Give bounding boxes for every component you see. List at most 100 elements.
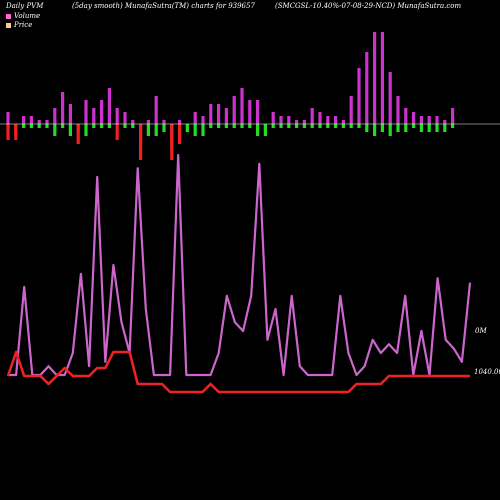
pvm-bar	[419, 116, 423, 124]
pvm-negative-bar	[373, 124, 377, 136]
pvm-negative-bar	[404, 124, 408, 132]
volume-side-label: 0M	[475, 327, 487, 335]
pvm-negative-bar	[37, 124, 41, 128]
volume-legend-label: Volume	[14, 12, 41, 20]
lines-layer	[6, 153, 472, 394]
pvm-negative-bar	[209, 124, 213, 128]
price-legend-swatch	[6, 22, 11, 28]
pvm-negative-bar	[443, 124, 447, 132]
pvm-bar	[37, 120, 41, 124]
pvm-negative-bar	[349, 124, 353, 128]
pvm-negative-bar	[45, 124, 49, 128]
pvm-negative-bar	[326, 124, 330, 128]
pvm-bar	[100, 100, 104, 124]
pvm-bar	[349, 96, 353, 124]
pvm-bar	[302, 120, 306, 124]
pvm-negative-bar	[412, 124, 416, 128]
pvm-bar	[287, 116, 291, 124]
pvm-negative-bar	[100, 124, 104, 128]
pvm-bar	[396, 96, 400, 124]
pvm-negative-bar	[68, 124, 72, 136]
pvm-bars-layer	[6, 32, 455, 160]
pvm-bar	[61, 92, 65, 124]
pvm-bar	[53, 108, 57, 124]
pvm-bar	[388, 72, 392, 124]
pvm-bar	[373, 32, 377, 124]
price-line	[6, 350, 470, 394]
legend-price: Price	[6, 21, 32, 29]
pvm-negative-bar	[6, 124, 10, 140]
pvm-negative-bar	[115, 124, 119, 140]
pvm-negative-bar	[310, 124, 314, 128]
pvm-bar	[443, 120, 447, 124]
pvm-negative-bar	[388, 124, 392, 136]
pvm-bar	[341, 120, 345, 124]
pvm-bar	[84, 100, 88, 124]
pvm-negative-bar	[427, 124, 431, 132]
pvm-negative-bar	[154, 124, 158, 136]
pvm-negative-bar	[232, 124, 236, 128]
pvm-bar	[427, 116, 431, 124]
pvm-bar	[357, 68, 361, 124]
pvm-bar	[217, 104, 221, 124]
pvm-negative-bar	[318, 124, 322, 128]
pvm-bar	[209, 104, 213, 124]
pvm-negative-bar	[53, 124, 57, 136]
pvm-bar	[232, 96, 236, 124]
pvm-bar	[68, 104, 72, 124]
pvm-negative-bar	[22, 124, 26, 128]
pvm-bar	[310, 108, 314, 124]
pvm-negative-bar	[193, 124, 197, 136]
pvm-bar	[295, 120, 299, 124]
pvm-bar	[435, 116, 439, 124]
chart-header-center: (5day smooth) MunafaSutra(TM) charts for…	[72, 2, 255, 10]
pvm-negative-bar	[224, 124, 228, 128]
pvm-negative-bar	[217, 124, 221, 128]
pvm-negative-bar	[341, 124, 345, 128]
pvm-bar	[240, 88, 244, 124]
volume-legend-swatch	[6, 13, 11, 19]
pvm-bar	[29, 116, 33, 124]
pvm-negative-bar	[107, 124, 111, 128]
pvm-negative-bar	[139, 124, 143, 160]
pvm-negative-bar	[271, 124, 275, 128]
pvm-bar	[92, 108, 96, 124]
price-side-label: 1040.00	[474, 368, 500, 376]
pvm-bar	[154, 96, 158, 124]
pvm-bar	[193, 112, 197, 124]
price-legend-label: Price	[14, 21, 33, 29]
pvm-negative-bar	[248, 124, 252, 128]
pvm-negative-bar	[178, 124, 182, 144]
pvm-negative-bar	[435, 124, 439, 132]
pvm-bar	[107, 88, 111, 124]
pvm-bar	[45, 120, 49, 124]
pvm-negative-bar	[419, 124, 423, 132]
pvm-bar	[404, 108, 408, 124]
pvm-negative-bar	[302, 124, 306, 128]
chart-header-left: Daily PVM	[6, 2, 44, 10]
chart-header-right: (SMCGSL-10.40%-07-08-29-NCD) MunafaSutra…	[275, 2, 462, 10]
pvm-negative-bar	[256, 124, 260, 136]
pvm-bar	[115, 108, 119, 124]
pvm-bar	[123, 112, 127, 124]
pvm-negative-bar	[380, 124, 384, 132]
pvm-negative-bar	[170, 124, 174, 160]
pvm-negative-bar	[92, 124, 96, 128]
pvm-bar	[380, 32, 384, 124]
pvm-negative-bar	[279, 124, 283, 128]
pvm-bar	[451, 108, 455, 124]
pvm-bar	[334, 116, 338, 124]
pvm-negative-bar	[451, 124, 455, 128]
pvm-bar	[326, 116, 330, 124]
pvm-negative-bar	[357, 124, 361, 128]
pvm-bar	[201, 116, 205, 124]
pvm-bar	[22, 116, 26, 124]
pvm-negative-bar	[185, 124, 189, 132]
pvm-negative-bar	[334, 124, 338, 128]
pvm-bar	[6, 112, 10, 124]
volume-line	[8, 153, 472, 377]
pvm-bar	[248, 100, 252, 124]
pvm-negative-bar	[365, 124, 369, 132]
